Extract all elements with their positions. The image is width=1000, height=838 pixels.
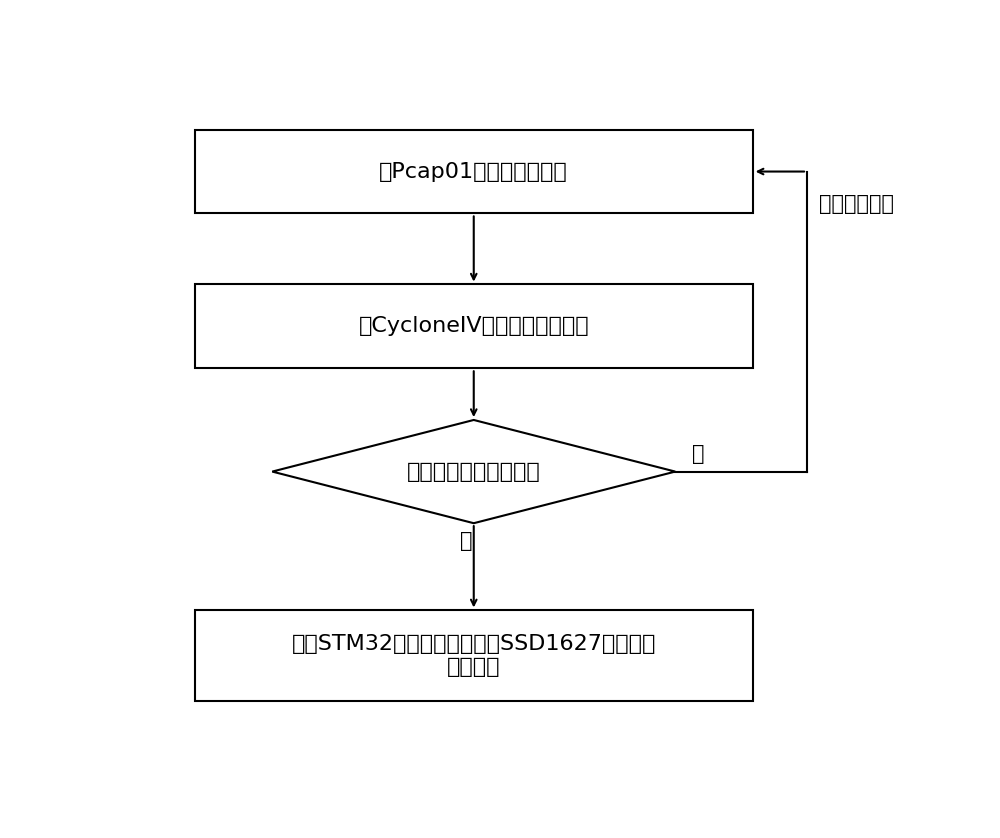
Text: 进入下一循环: 进入下一循环	[819, 194, 894, 214]
FancyBboxPatch shape	[195, 610, 753, 701]
Polygon shape	[272, 420, 675, 523]
Text: 否: 否	[460, 531, 472, 551]
Text: 液滴是否位于目标位置: 液滴是否位于目标位置	[407, 462, 541, 482]
Text: 由Pcap01芯片采集电容值: 由Pcap01芯片采集电容值	[379, 162, 568, 182]
Text: 是: 是	[692, 443, 705, 463]
FancyBboxPatch shape	[195, 284, 753, 369]
FancyBboxPatch shape	[195, 130, 753, 214]
Text: 改写STM32内部程序，且控制SSD1627驱动器使
液滴移动: 改写STM32内部程序，且控制SSD1627驱动器使 液滴移动	[292, 634, 656, 677]
Text: 由CycloneIV确定液滴相对位置: 由CycloneIV确定液滴相对位置	[358, 317, 589, 336]
